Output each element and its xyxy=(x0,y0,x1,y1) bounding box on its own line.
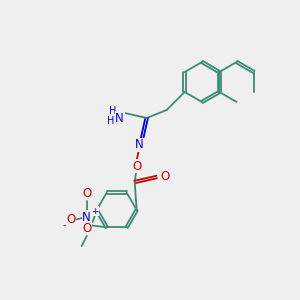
Text: O: O xyxy=(82,221,91,235)
Text: O: O xyxy=(160,170,169,184)
Text: O: O xyxy=(82,187,91,200)
Text: +: + xyxy=(91,207,98,216)
Text: N: N xyxy=(115,112,124,124)
Text: H: H xyxy=(109,106,116,116)
Text: H: H xyxy=(107,116,114,126)
Text: O: O xyxy=(132,160,141,172)
Text: N: N xyxy=(82,211,91,224)
Text: -: - xyxy=(63,220,66,230)
Text: N: N xyxy=(135,139,144,152)
Text: O: O xyxy=(66,213,75,226)
